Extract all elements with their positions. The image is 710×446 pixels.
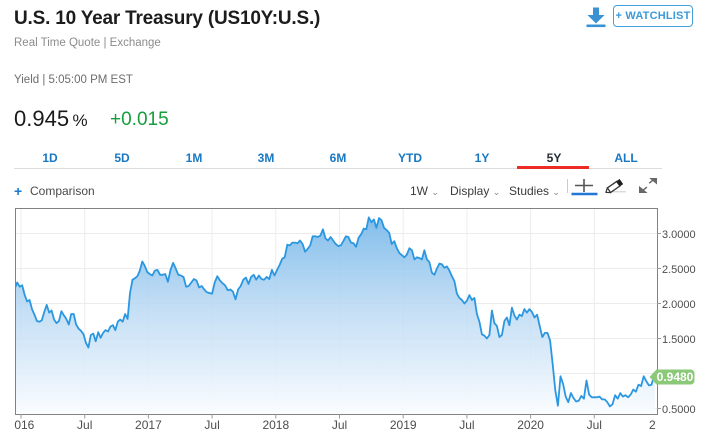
svg-text:2019: 2019 [390,418,417,432]
svg-text:2020: 2020 [517,418,544,432]
svg-text:Jul: Jul [204,418,219,432]
svg-text:3.0000: 3.0000 [662,229,696,241]
svg-text:Jul: Jul [459,418,474,432]
svg-text:0.9480: 0.9480 [657,370,694,384]
svg-text:Jul: Jul [332,418,347,432]
svg-text:2018: 2018 [262,418,289,432]
svg-text:Jul: Jul [77,418,92,432]
svg-text:0.5000: 0.5000 [662,404,696,416]
svg-text:2.5000: 2.5000 [662,264,696,276]
svg-text:2017: 2017 [135,418,162,432]
svg-text:Jul: Jul [587,418,602,432]
svg-text:2.0000: 2.0000 [662,299,696,311]
svg-text:2016: 2016 [8,418,35,432]
svg-text:1.5000: 1.5000 [662,334,696,346]
svg-text:2: 2 [649,418,656,432]
